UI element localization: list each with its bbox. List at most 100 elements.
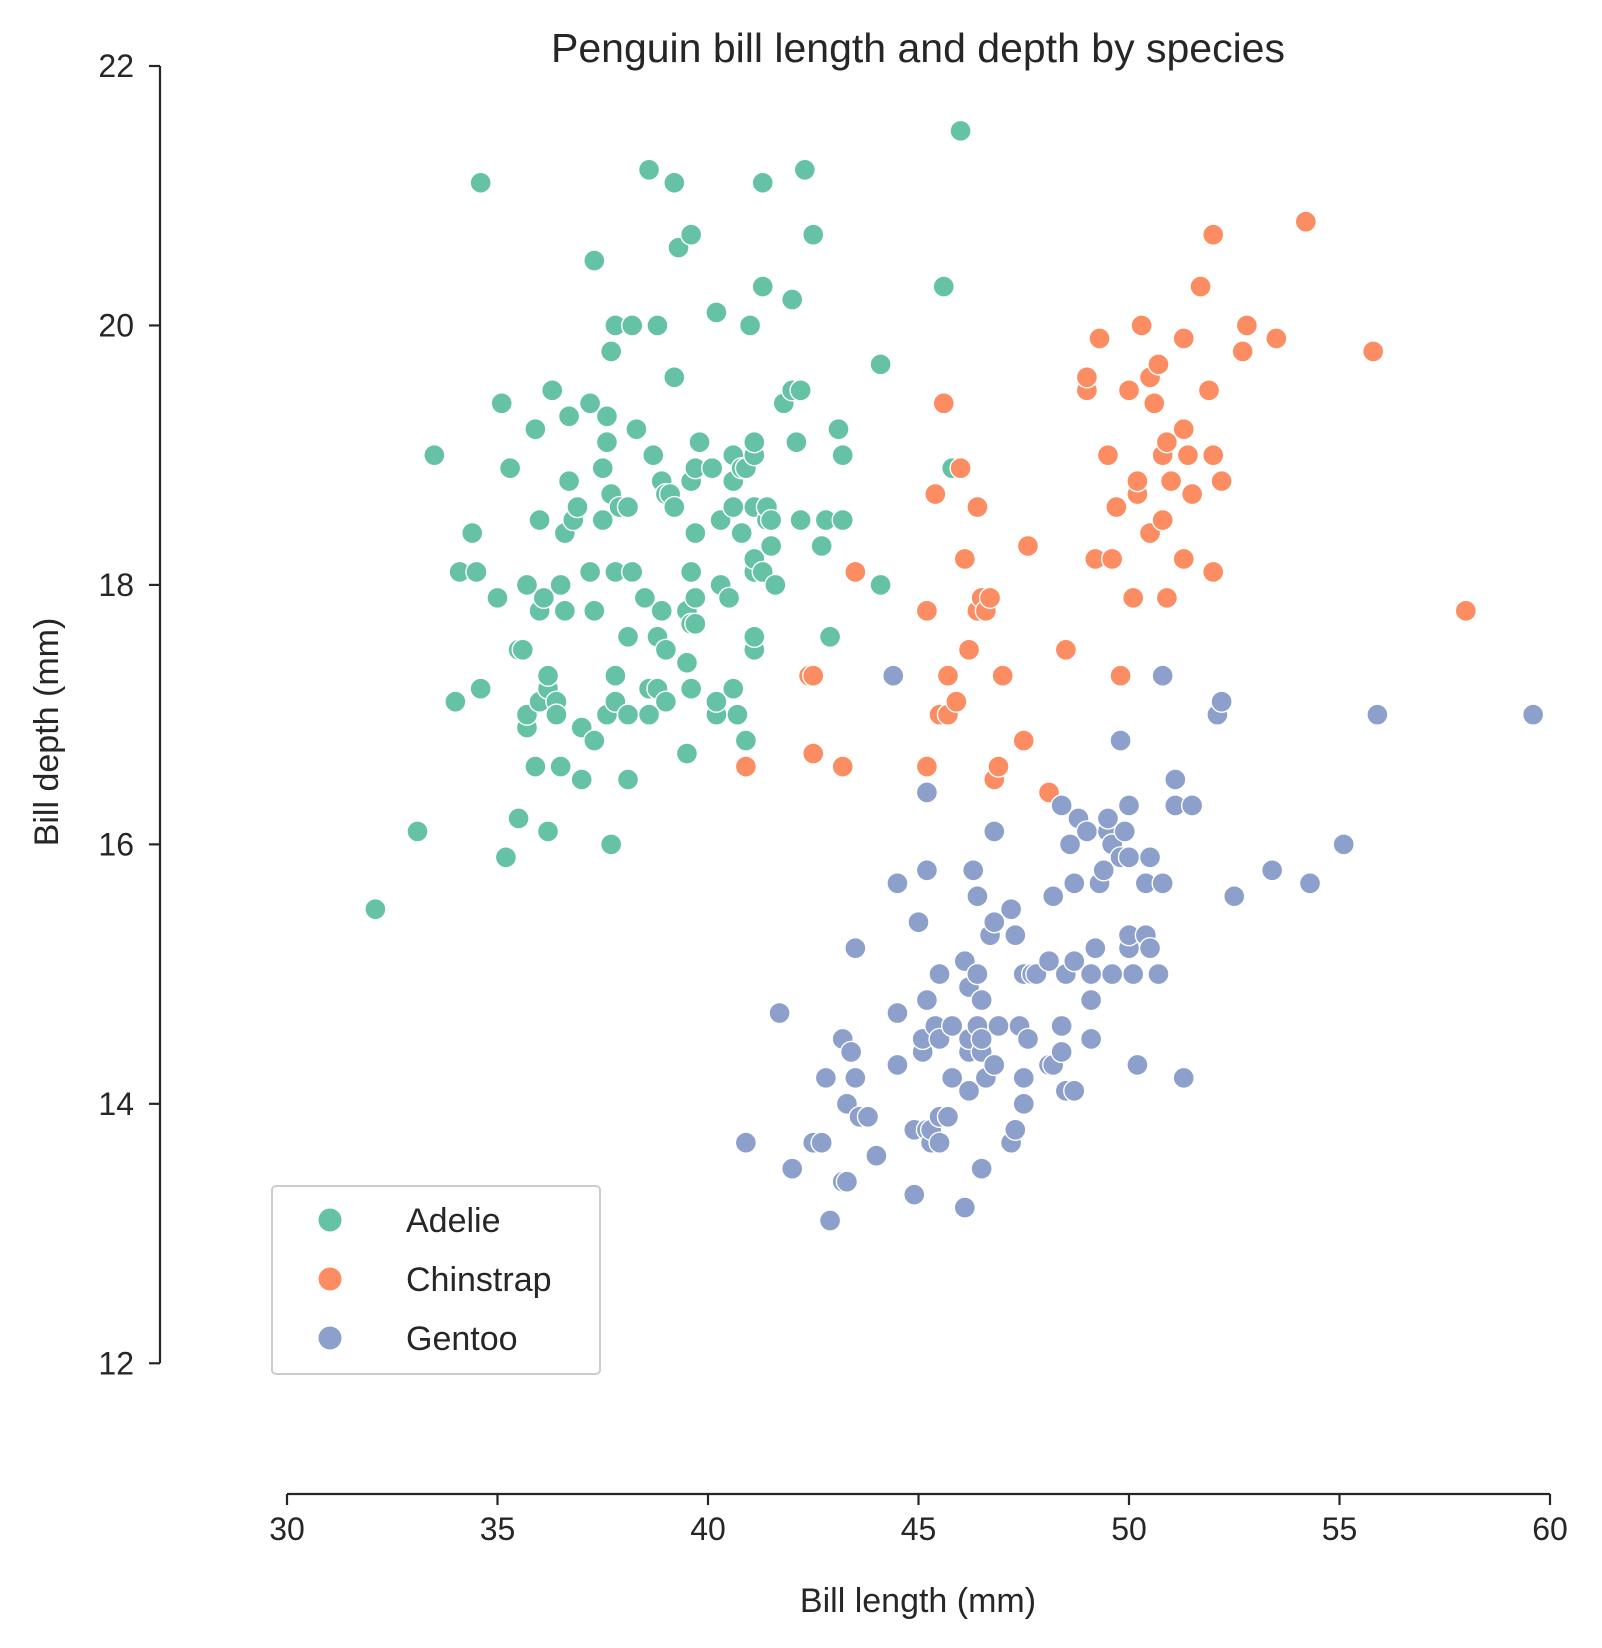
data-point: [810, 534, 833, 558]
data-point: [1063, 872, 1086, 895]
data-point: [1004, 1118, 1027, 1141]
y-tick-label: 14: [98, 1086, 134, 1122]
legend-marker: [318, 1267, 342, 1291]
data-point: [650, 599, 673, 623]
data-point: [734, 755, 758, 778]
data-point: [465, 560, 488, 584]
data-point: [1176, 443, 1200, 467]
data-point: [1109, 729, 1132, 752]
data-point: [835, 1170, 859, 1193]
data-points: [364, 119, 1545, 1232]
data-point: [831, 443, 854, 467]
data-point: [549, 573, 572, 597]
legend: Adelie Chinstrap Gentoo: [271, 1185, 601, 1375]
data-point: [1151, 872, 1174, 895]
data-point: [802, 742, 825, 765]
data-point: [1054, 638, 1078, 661]
legend-label: Gentoo: [406, 1320, 518, 1358]
data-point: [987, 755, 1010, 778]
data-point: [751, 275, 774, 298]
data-point: [469, 677, 492, 700]
legend-item-adelie: Adelie: [318, 1202, 501, 1240]
data-point: [1012, 1066, 1035, 1090]
data-point: [515, 573, 539, 597]
data-point: [637, 703, 661, 726]
data-point: [764, 573, 787, 597]
data-point: [831, 755, 854, 778]
data-point: [789, 379, 812, 402]
data-point: [1016, 1027, 1040, 1051]
x-tick-label: 35: [480, 1511, 516, 1547]
data-point: [915, 599, 939, 623]
data-point: [726, 703, 749, 726]
data-point: [940, 1014, 964, 1038]
data-point: [616, 703, 640, 726]
data-point: [856, 1105, 880, 1128]
x-tick-label: 40: [690, 1511, 726, 1547]
data-point: [1105, 495, 1128, 519]
x-axis: 30 35 40 45 50 55 60: [269, 1492, 1568, 1547]
data-point: [1079, 1027, 1103, 1051]
data-point: [1016, 534, 1040, 558]
series-gentoo: [734, 664, 1545, 1232]
x-tick-label: 60: [1532, 1511, 1568, 1547]
data-point: [743, 431, 766, 454]
data-point: [717, 586, 741, 610]
data-point: [1126, 469, 1149, 493]
data-point: [802, 223, 825, 246]
data-point: [886, 1053, 909, 1077]
data-point: [1332, 833, 1355, 856]
data-point: [928, 1131, 951, 1154]
data-point: [962, 859, 985, 882]
data-point: [759, 508, 783, 532]
data-point: [688, 431, 711, 454]
data-point: [827, 418, 850, 441]
data-point: [1361, 340, 1385, 363]
data-point: [528, 508, 551, 532]
data-point: [599, 340, 623, 363]
data-point: [983, 820, 1006, 843]
data-point: [781, 288, 804, 311]
data-point: [1260, 859, 1284, 882]
data-point: [978, 586, 1002, 610]
data-point: [781, 1157, 804, 1180]
data-point: [599, 833, 623, 856]
data-point: [591, 456, 614, 480]
data-point: [932, 392, 955, 415]
data-point: [722, 677, 745, 700]
data-point: [1521, 703, 1545, 726]
data-point: [844, 936, 867, 960]
data-point: [1037, 949, 1061, 973]
data-point: [541, 379, 564, 402]
y-tick-label: 16: [98, 826, 134, 862]
data-point: [991, 664, 1014, 687]
data-point: [536, 664, 560, 687]
data-point: [810, 1131, 833, 1154]
data-point: [1138, 936, 1162, 960]
data-point: [566, 495, 589, 519]
legend-box: [271, 1185, 601, 1375]
data-point: [1454, 599, 1478, 623]
data-point: [1294, 210, 1318, 233]
data-point: [818, 1209, 842, 1232]
data-point: [1096, 807, 1120, 830]
data-point: [616, 768, 640, 791]
x-tick-label: 45: [901, 1511, 937, 1547]
data-point: [1042, 885, 1065, 908]
data-point: [768, 1001, 791, 1025]
data-point: [1201, 560, 1225, 584]
data-point: [1079, 962, 1103, 986]
data-point: [1231, 340, 1254, 363]
data-point: [1084, 936, 1107, 960]
legend-item-gentoo: Gentoo: [318, 1320, 518, 1358]
data-point: [633, 586, 657, 610]
data-point: [1122, 962, 1145, 986]
data-point: [1172, 418, 1195, 441]
data-point: [1210, 690, 1233, 713]
data-point: [1063, 949, 1086, 973]
series-chinstrap: [734, 210, 1478, 804]
data-point: [545, 703, 568, 726]
data-point: [932, 275, 955, 298]
data-point: [1189, 275, 1212, 298]
data-point: [663, 495, 686, 519]
